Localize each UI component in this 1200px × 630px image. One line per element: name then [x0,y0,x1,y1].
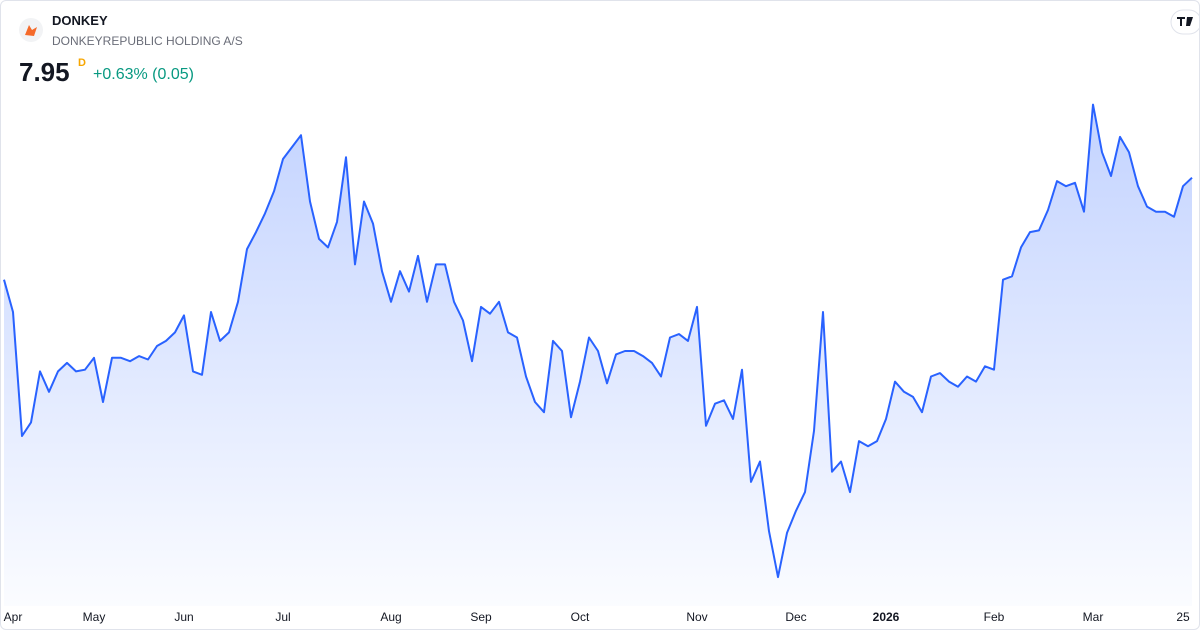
x-tick-label: May [83,610,106,624]
x-tick-label: Dec [785,610,806,624]
resolution: D [78,57,86,69]
x-tick-label: Feb [984,610,1005,624]
company-name: DONKEYREPUBLIC HOLDING A/S [52,34,243,48]
x-tick-label: Nov [686,610,707,624]
change: +0.63% (0.05) [93,66,194,83]
x-tick-label: Sep [470,610,492,624]
price: 7.95 [19,57,70,87]
symbol: DONKEY [52,13,108,28]
price-line [3,103,1193,579]
x-tick-label: Oct [571,610,590,624]
x-tick-label: Aug [380,610,401,624]
x-tick-label: 25 [1176,610,1190,624]
area-fill [4,104,1192,606]
logo [19,18,43,42]
x-tick-label: Jun [174,610,193,624]
x-tick-label: Apr [4,610,23,624]
x-tick-label: Jul [275,610,290,624]
x-tick-label: 2026 [873,610,900,624]
tv-logo[interactable] [1170,9,1199,35]
x-tick-label: Mar [1083,610,1104,624]
